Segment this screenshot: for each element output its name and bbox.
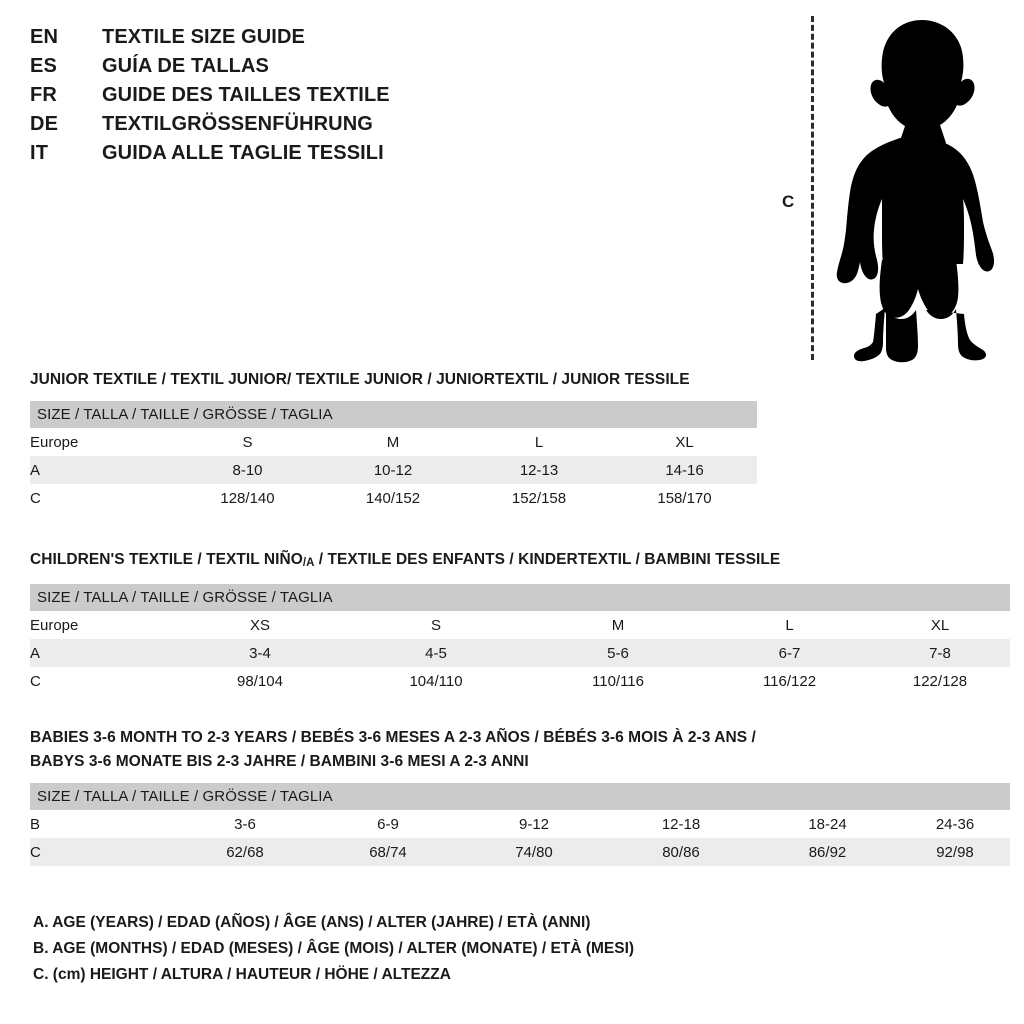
table-cell: XS — [175, 611, 345, 640]
table-cell: M — [527, 611, 709, 640]
table-cell: 158/170 — [612, 484, 757, 512]
table-cell: S — [345, 611, 527, 640]
section-babies-textile: BABIES 3-6 MONTH TO 2-3 YEARS / BEBÉS 3-… — [30, 726, 1010, 866]
legend-line-b: B. AGE (MONTHS) / EDAD (MESES) / ÂGE (MO… — [33, 940, 635, 957]
table-cell: 9-12 — [461, 810, 607, 838]
table-cell: XL — [612, 428, 757, 456]
table-cell: 116/122 — [709, 667, 870, 696]
legend-line-a: A. AGE (YEARS) / EDAD (AÑOS) / ÂGE (ANS)… — [33, 914, 591, 931]
table-cell: 12-18 — [607, 810, 755, 838]
table-cell: 5-6 — [527, 639, 709, 668]
title-lang-code: ES — [30, 55, 58, 77]
table-cell: 10-12 — [320, 456, 466, 484]
table-row: C 128/140 140/152 152/158 158/170 — [30, 484, 757, 512]
title-text: GUIDE DES TAILLES TEXTILE — [102, 84, 390, 106]
table-row: A 3-4 4-5 5-6 6-7 7-8 — [30, 639, 1010, 668]
table-header-label: SIZE / TALLA / TAILLE / GRÖSSE / TAGLIA — [30, 584, 1010, 612]
table-cell: 14-16 — [612, 456, 757, 484]
table-row: A 8-10 10-12 12-13 14-16 — [30, 456, 757, 484]
table-row: Europe S M L XL — [30, 428, 757, 456]
table-cell: 92/98 — [900, 838, 1010, 866]
legend-block: A. AGE (YEARS) / EDAD (AÑOS) / ÂGE (ANS)… — [33, 910, 634, 988]
title-lang-code: DE — [30, 113, 59, 135]
section-heading: JUNIOR TEXTILE / TEXTIL JUNIOR/ TEXTILE … — [30, 371, 690, 388]
table-cell: 8-10 — [175, 456, 320, 484]
title-text: GUIDA ALLE TAGLIE TESSILI — [102, 142, 384, 164]
junior-size-table: SIZE / TALLA / TAILLE / GRÖSSE / TAGLIA … — [30, 401, 757, 512]
table-header-row: SIZE / TALLA / TAILLE / GRÖSSE / TAGLIA — [30, 584, 1010, 612]
legend-line-c: C. (cm) HEIGHT / ALTURA / HAUTEUR / HÖHE… — [33, 966, 451, 983]
children-size-table: SIZE / TALLA / TAILLE / GRÖSSE / TAGLIA … — [30, 584, 1010, 696]
row-label: Europe — [30, 428, 175, 456]
title-text: GUÍA DE TALLAS — [102, 55, 269, 77]
title-lang-code: IT — [30, 142, 49, 164]
table-cell: 12-13 — [466, 456, 612, 484]
height-indicator-label: C — [782, 192, 795, 211]
table-cell: 122/128 — [870, 667, 1010, 696]
table-cell: M — [320, 428, 466, 456]
row-label: C — [30, 838, 175, 866]
row-label: C — [30, 484, 175, 512]
title-lang-code: EN — [30, 26, 59, 48]
title-lang-code: FR — [30, 84, 58, 106]
table-cell: 98/104 — [175, 667, 345, 696]
table-row: Europe XS S M L XL — [30, 611, 1010, 640]
table-cell: 110/116 — [527, 667, 709, 696]
table-cell: 80/86 — [607, 838, 755, 866]
section-heading-line1: BABIES 3-6 MONTH TO 2-3 YEARS / BEBÉS 3-… — [30, 729, 756, 746]
heading-prefix: CHILDREN'S TEXTILE / TEXTIL NIÑO — [30, 551, 303, 568]
table-row: C 62/68 68/74 74/80 80/86 86/92 92/98 — [30, 838, 1010, 866]
row-label: B — [30, 810, 175, 838]
table-cell: 18-24 — [755, 810, 900, 838]
title-row: DE TEXTILGRÖSSENFÜHRUNG — [30, 113, 460, 142]
heading-subscript: /A — [302, 557, 315, 570]
table-cell: L — [709, 611, 870, 640]
title-text: TEXTILE SIZE GUIDE — [102, 26, 305, 48]
table-cell: 6-9 — [315, 810, 461, 838]
table-header-label: SIZE / TALLA / TAILLE / GRÖSSE / TAGLIA — [30, 401, 757, 428]
table-row: C 98/104 104/110 110/116 116/122 122/128 — [30, 667, 1010, 696]
height-dashed-line — [811, 16, 814, 360]
title-row: EN TEXTILE SIZE GUIDE — [30, 26, 460, 55]
table-cell: 74/80 — [461, 838, 607, 866]
table-cell: 7-8 — [870, 639, 1010, 668]
section-heading: CHILDREN'S TEXTILE / TEXTIL NIÑO/A / TEX… — [30, 548, 1010, 575]
table-cell: S — [175, 428, 320, 456]
row-label: A — [30, 456, 175, 484]
table-cell: 3-6 — [175, 810, 315, 838]
title-row: FR GUIDE DES TAILLES TEXTILE — [30, 84, 460, 113]
table-cell: 24-36 — [900, 810, 1010, 838]
row-label: Europe — [30, 611, 175, 640]
title-row: ES GUÍA DE TALLAS — [30, 55, 460, 84]
section-heading-line2: BABYS 3-6 MONATE BIS 2-3 JAHRE / BAMBINI… — [30, 753, 529, 770]
table-cell: 4-5 — [345, 639, 527, 668]
babies-size-table: SIZE / TALLA / TAILLE / GRÖSSE / TAGLIA … — [30, 783, 1010, 866]
row-label: A — [30, 639, 175, 668]
table-cell: 6-7 — [709, 639, 870, 668]
toddler-silhouette-icon — [830, 16, 1014, 364]
row-label: C — [30, 667, 175, 696]
table-header-row: SIZE / TALLA / TAILLE / GRÖSSE / TAGLIA — [30, 783, 1010, 810]
table-header-label: SIZE / TALLA / TAILLE / GRÖSSE / TAGLIA — [30, 783, 1010, 810]
table-cell: 86/92 — [755, 838, 900, 866]
title-text: TEXTILGRÖSSENFÜHRUNG — [102, 113, 373, 135]
section-junior-textile: JUNIOR TEXTILE / TEXTIL JUNIOR/ TEXTILE … — [30, 368, 757, 512]
table-cell: 128/140 — [175, 484, 320, 512]
table-cell: 152/158 — [466, 484, 612, 512]
table-header-row: SIZE / TALLA / TAILLE / GRÖSSE / TAGLIA — [30, 401, 757, 428]
table-cell: L — [466, 428, 612, 456]
heading-suffix: / TEXTILE DES ENFANTS / KINDERTEXTIL / B… — [314, 551, 781, 568]
height-measurement-figure: C — [770, 8, 1014, 368]
section-childrens-textile: CHILDREN'S TEXTILE / TEXTIL NIÑO/A / TEX… — [30, 548, 1010, 696]
title-row: IT GUIDA ALLE TAGLIE TESSILI — [30, 142, 460, 171]
multilingual-title-block: EN TEXTILE SIZE GUIDE ES GUÍA DE TALLAS … — [30, 26, 460, 171]
table-cell: XL — [870, 611, 1010, 640]
table-row: B 3-6 6-9 9-12 12-18 18-24 24-36 — [30, 810, 1010, 838]
table-cell: 140/152 — [320, 484, 466, 512]
table-cell: 62/68 — [175, 838, 315, 866]
table-cell: 3-4 — [175, 639, 345, 668]
table-cell: 104/110 — [345, 667, 527, 696]
table-cell: 68/74 — [315, 838, 461, 866]
